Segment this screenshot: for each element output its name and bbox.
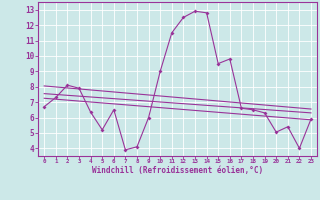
X-axis label: Windchill (Refroidissement éolien,°C): Windchill (Refroidissement éolien,°C) — [92, 166, 263, 175]
